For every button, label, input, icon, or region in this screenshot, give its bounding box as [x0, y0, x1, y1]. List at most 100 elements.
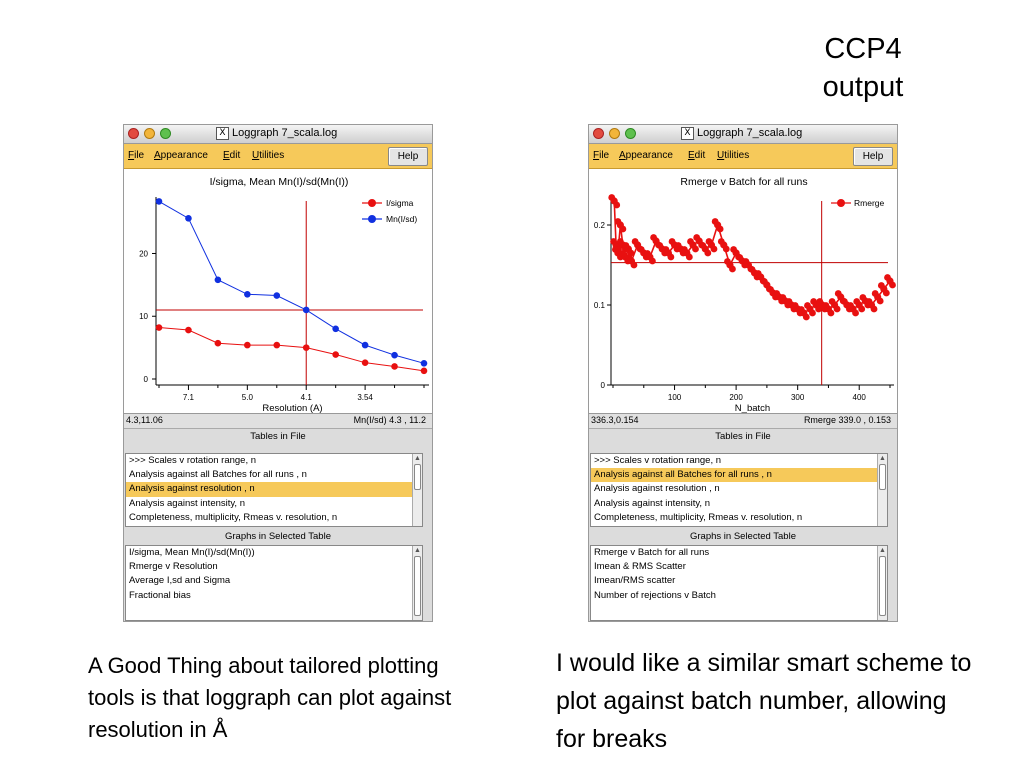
- menu-utilities[interactable]: Utilities: [252, 150, 285, 161]
- window-title: Loggraph 7_scala.log: [232, 127, 338, 139]
- menu-file[interactable]: File: [593, 150, 610, 161]
- table-item[interactable]: Completeness, multiplicity, Rmeas v. res…: [594, 511, 803, 523]
- table-item[interactable]: Analysis against intensity, n: [129, 497, 245, 509]
- graphs-header: Graphs in Selected Table: [124, 529, 432, 544]
- nearest-point-readout: Mn(I/sd) 4.3 , 11.2: [353, 415, 426, 425]
- title-bar[interactable]: X Loggraph 7_scala.log: [589, 125, 897, 144]
- data-point: [847, 302, 854, 309]
- menu-utilities[interactable]: Utilities: [717, 150, 750, 161]
- close-window-button[interactable]: [593, 128, 604, 139]
- table-item[interactable]: Completeness, multiplicity, Rmeas v. res…: [129, 511, 338, 523]
- data-point: [668, 238, 676, 245]
- data-point: [302, 344, 310, 351]
- data-point: [185, 326, 192, 334]
- x-tick-label: 7.1: [183, 393, 195, 402]
- data-point: [828, 298, 836, 305]
- data-point: [730, 246, 738, 253]
- minimize-window-button[interactable]: [144, 128, 155, 139]
- graphs-header: Graphs in Selected Table: [589, 529, 897, 544]
- menu-file[interactable]: File: [128, 150, 145, 161]
- data-point: [619, 225, 627, 233]
- plot-area[interactable]: I/sigma, Mean Mn(I)/sd(Mn(I)) 0 10 20 7.1 5.0…: [124, 169, 432, 414]
- data-point: [637, 246, 645, 253]
- data-point: [613, 201, 621, 209]
- zoom-window-button[interactable]: [160, 128, 171, 139]
- scroll-thumb[interactable]: [414, 556, 421, 616]
- data-point: [614, 218, 622, 225]
- help-button[interactable]: Help: [853, 147, 893, 166]
- loggraph-window-batch: X Loggraph 7_scala.log File Appearance E…: [588, 124, 898, 622]
- tables-header: Tables in File: [589, 429, 897, 444]
- data-point: [773, 290, 781, 297]
- menu-bar: File Appearance Edit Utilities Help: [124, 144, 432, 169]
- y-tick-label: 20: [139, 249, 148, 258]
- data-point: [724, 258, 731, 265]
- table-item-selected[interactable]: Analysis against resolution , n: [126, 482, 422, 497]
- help-button[interactable]: Help: [388, 147, 428, 166]
- scroll-up-arrow-icon[interactable]: ▲: [414, 547, 421, 554]
- x-tick-label: 400: [853, 393, 867, 402]
- series-line-rmerge: [613, 200, 891, 314]
- menu-edit[interactable]: Edit: [223, 150, 241, 161]
- graph-item[interactable]: Number of rejections v Batch: [594, 589, 716, 601]
- data-point: [687, 238, 694, 245]
- table-item[interactable]: >>> Scales v rotation range, n: [594, 455, 722, 466]
- y-tick-label: 0: [144, 375, 149, 384]
- data-point: [870, 305, 878, 313]
- graph-item[interactable]: Average I,sd and Sigma: [129, 575, 231, 587]
- graphs-scrollbar[interactable]: ▲: [877, 546, 887, 620]
- data-point: [871, 290, 879, 297]
- minimize-window-button[interactable]: [609, 128, 620, 139]
- scroll-thumb[interactable]: [414, 464, 421, 490]
- menu-edit[interactable]: Edit: [688, 150, 706, 161]
- scroll-thumb[interactable]: [879, 464, 886, 490]
- table-item[interactable]: Analysis against all Batches for all run…: [129, 469, 307, 481]
- graph-item[interactable]: Fractional bias: [129, 589, 191, 601]
- data-point: [754, 270, 762, 277]
- data-point: [685, 253, 693, 261]
- scroll-up-arrow-icon[interactable]: ▲: [414, 455, 421, 462]
- title-bar[interactable]: X Loggraph 7_scala.log: [124, 125, 432, 144]
- data-point: [810, 298, 818, 305]
- y-tick-label: 0.1: [594, 301, 606, 310]
- data-point: [185, 215, 192, 222]
- data-point: [882, 289, 890, 297]
- scroll-thumb[interactable]: [879, 556, 886, 616]
- graph-item[interactable]: Rmerge v Batch for all runs: [594, 547, 710, 558]
- scroll-up-arrow-icon[interactable]: ▲: [879, 455, 886, 462]
- tables-scrollbar[interactable]: ▲: [412, 454, 422, 526]
- scroll-up-arrow-icon[interactable]: ▲: [879, 547, 886, 554]
- data-point: [693, 234, 701, 241]
- window-title: Loggraph 7_scala.log: [697, 127, 803, 139]
- graph-item[interactable]: Imean & RMS Scatter: [594, 561, 686, 573]
- graph-item[interactable]: Imean/RMS scatter: [594, 575, 676, 587]
- graph-item[interactable]: I/sigma, Mean Mn(I)/sd(Mn(I)): [129, 547, 255, 558]
- graph-item[interactable]: Rmerge v Resolution: [129, 561, 218, 573]
- data-point: [332, 325, 339, 333]
- plot-area[interactable]: Rmerge v Batch for all runs 0 0.1 0.2 100 200…: [589, 169, 897, 414]
- table-item[interactable]: >>> Scales v rotation range, n: [129, 455, 257, 466]
- x-axis-label: Resolution (A): [262, 403, 322, 413]
- data-point: [155, 324, 163, 331]
- data-point: [852, 309, 859, 317]
- data-point: [791, 302, 799, 309]
- tables-list: >>> Scales v rotation range, n Analysis …: [590, 453, 888, 527]
- close-window-button[interactable]: [128, 128, 139, 139]
- chart-title: I/sigma, Mean Mn(I)/sd(Mn(I)): [210, 176, 349, 188]
- table-item-selected[interactable]: Analysis against all Batches for all run…: [591, 468, 887, 483]
- menu-appearance[interactable]: Appearance: [154, 150, 208, 161]
- data-point: [332, 351, 339, 358]
- zoom-window-button[interactable]: [625, 128, 636, 139]
- table-item[interactable]: Analysis against intensity, n: [594, 497, 710, 509]
- x11-icon: X: [681, 127, 694, 140]
- menu-appearance[interactable]: Appearance: [619, 150, 673, 161]
- x-tick-label: 4.1: [301, 393, 313, 402]
- data-point: [816, 298, 824, 305]
- data-point: [273, 292, 281, 299]
- x-tick-label: 5.0: [242, 393, 254, 402]
- table-item[interactable]: Analysis against resolution , n: [594, 483, 720, 495]
- loggraph-window-resolution: X Loggraph 7_scala.log File Appearance E…: [123, 124, 433, 622]
- graphs-scrollbar[interactable]: ▲: [412, 546, 422, 620]
- tables-scrollbar[interactable]: ▲: [877, 454, 887, 526]
- data-point: [779, 294, 787, 301]
